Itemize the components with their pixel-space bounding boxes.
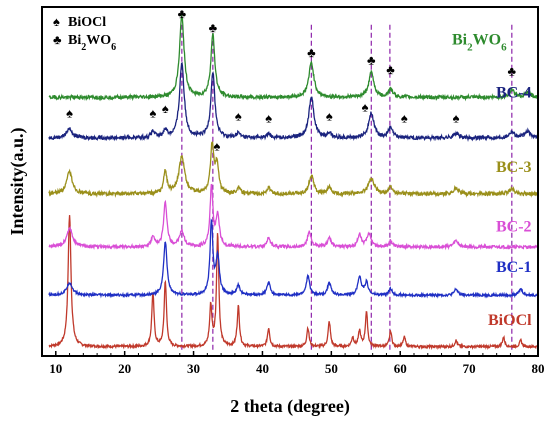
club-legend-icon: ♣	[53, 32, 62, 47]
x-tick-label: 80	[532, 361, 545, 376]
series-line-bc-4	[48, 61, 538, 142]
x-tick-label: 30	[187, 361, 200, 376]
spade-marker: ♠	[362, 99, 369, 114]
spade-marker: ♠	[235, 109, 242, 124]
club-marker: ♣	[307, 45, 316, 60]
x-axis-ticks: 10 20 30 40 50 60 70 80	[41, 351, 545, 376]
series-line-bc-3	[48, 141, 538, 198]
series-label: BiOCl	[488, 312, 532, 329]
plot-frame	[41, 6, 539, 357]
x-tick-label: 10	[49, 361, 62, 376]
legend: ♠ BiOCl ♣ Bi2WO6	[53, 14, 116, 53]
spade-legend-icon: ♠	[53, 14, 60, 29]
x-tick-label: 70	[463, 361, 476, 376]
x-tick-label: 60	[394, 361, 407, 376]
x-tick-label: 40	[256, 361, 269, 376]
x-tick-label: 20	[118, 361, 131, 376]
peak-markers: ♣ ♣ ♣ ♣ ♣ ♣ ♠ ♠ ♠ ♠ ♠ ♠ ♠ ♠ ♠ ♠	[66, 6, 516, 153]
club-marker: ♣	[178, 6, 187, 21]
series-label: Bi2WO6	[452, 31, 507, 53]
x-tick-label: 50	[325, 361, 338, 376]
club-marker: ♣	[508, 64, 517, 79]
legend-label: BiOCl	[68, 15, 106, 30]
spade-marker: ♠	[453, 110, 460, 125]
series-group	[48, 15, 538, 351]
series-line-bc-2	[48, 183, 538, 251]
x-axis-label: 2 theta (degree)	[230, 396, 350, 417]
series-line-bi2wo6	[48, 15, 538, 102]
spade-marker: ♠	[162, 101, 169, 116]
series-label: BC-1	[496, 259, 532, 276]
legend-label: Bi2WO6	[68, 33, 116, 53]
spade-marker: ♠	[214, 138, 221, 153]
club-marker: ♣	[209, 20, 218, 35]
spade-marker: ♠	[326, 109, 333, 124]
reference-lines	[181, 22, 513, 350]
spade-marker: ♠	[401, 110, 408, 125]
series-labels: BiOCl BC-1 BC-2 BC-3 BC-4 Bi2WO6	[452, 31, 532, 328]
series-label: BC-2	[496, 218, 532, 235]
spade-marker: ♠	[149, 106, 156, 121]
spade-marker: ♠	[265, 110, 272, 125]
y-axis-label: Intensity(a.u.)	[7, 127, 28, 235]
series-label: BC-3	[496, 159, 532, 176]
series-line-bc-1	[48, 218, 538, 299]
series-line-biocl	[48, 215, 538, 351]
spade-marker: ♠	[66, 106, 73, 121]
club-marker: ♣	[367, 53, 376, 68]
club-marker: ♣	[386, 62, 395, 77]
series-label: BC-4	[496, 84, 532, 101]
